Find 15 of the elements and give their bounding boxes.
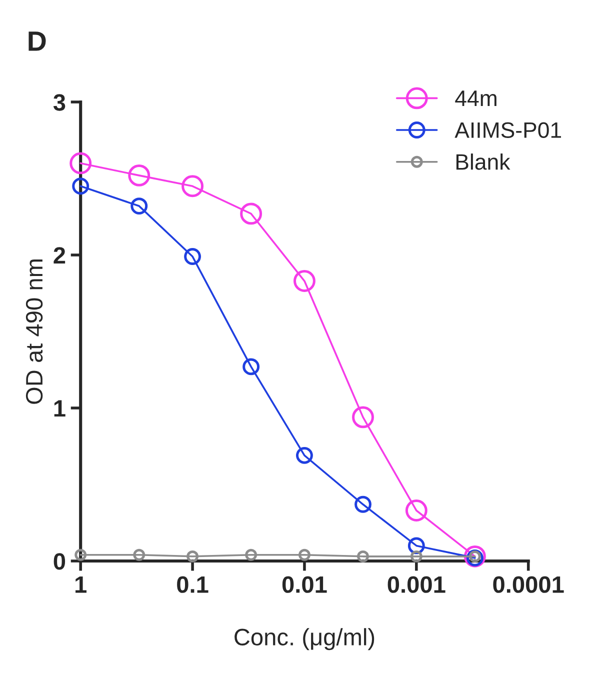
legend-label: Blank <box>456 154 510 170</box>
y-axis-title: OD at 490 nm <box>26 260 43 404</box>
text: D <box>28 32 46 51</box>
y-tick-label: 2 <box>54 247 66 264</box>
x-tick-label: 1 <box>76 576 87 593</box>
x-tick-label: 0.1 <box>177 576 208 593</box>
legend-label: AIIMS-P01 <box>454 122 561 138</box>
x-tick-label: 0.001 <box>388 576 446 593</box>
x-axis-title: Conc. (μg/ml) <box>234 628 374 650</box>
x-tick-label: 0.0001 <box>493 576 564 593</box>
y-tick-label: 0 <box>54 553 66 570</box>
legend-label: 44m <box>455 90 496 106</box>
x-tick-label: 0.01 <box>282 576 327 593</box>
y-tick-label: 3 <box>53 94 66 111</box>
y-tick-label: 1 <box>54 400 66 417</box>
